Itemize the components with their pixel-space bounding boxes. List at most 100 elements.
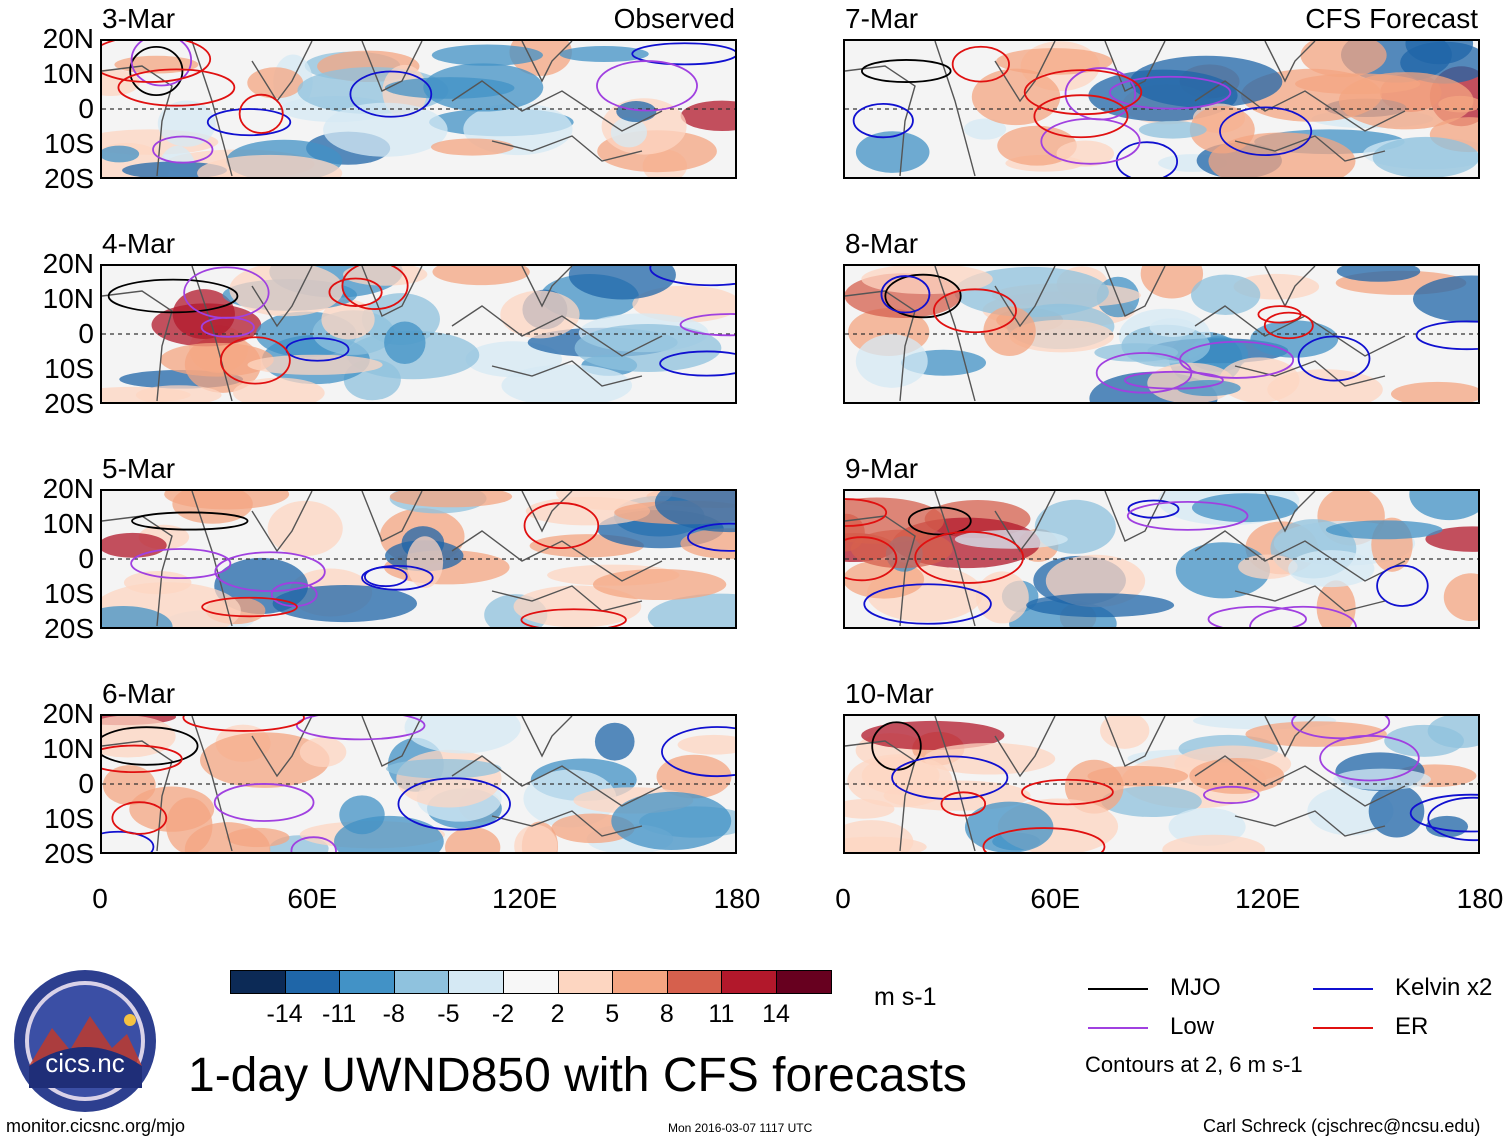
lon-tick-label: 120E <box>491 883 558 914</box>
anomaly-shading <box>1443 573 1478 622</box>
anomaly-shading <box>1250 320 1339 358</box>
panel-date-label: 6-Mar <box>102 678 176 709</box>
cics-logo: cics.nc <box>12 968 158 1114</box>
contour-kelvin <box>659 350 735 377</box>
coastline <box>491 585 643 612</box>
contour-er <box>117 68 236 107</box>
colorbar-swatch <box>612 970 668 994</box>
map-panel-plot <box>845 491 1478 627</box>
contour-kelvin <box>1427 796 1478 842</box>
coastline <box>451 755 663 807</box>
contour-kelvin <box>1415 320 1478 351</box>
contour-low <box>290 836 337 852</box>
logo-emblem-icon <box>14 970 156 1112</box>
map-panel <box>100 264 737 404</box>
anomaly-shading <box>432 266 530 286</box>
coastline <box>251 266 313 328</box>
anomaly-shading <box>1409 491 1478 521</box>
anomaly-shading <box>102 765 156 806</box>
anomaly-shading <box>847 754 953 808</box>
anomaly-shading <box>299 737 347 767</box>
contour-kelvin <box>1297 335 1371 382</box>
contour-low <box>130 41 193 87</box>
anomaly-shading <box>964 801 1054 852</box>
coastline <box>845 515 916 627</box>
colorbar-swatch <box>666 970 723 994</box>
anomaly-shading <box>445 827 501 852</box>
contour-mjo <box>102 726 199 766</box>
anomaly-shading <box>339 795 385 835</box>
contour-note: Contours at 2, 6 m s-1 <box>1085 1052 1303 1077</box>
coastline <box>994 266 1056 328</box>
coastline <box>1194 305 1406 357</box>
anomaly-shading <box>975 571 1029 624</box>
lat-tick-label: 20S <box>44 838 94 869</box>
anomaly-shading <box>1026 593 1175 618</box>
coastline <box>934 41 976 177</box>
contour-kelvin <box>661 726 735 778</box>
lat-tick-label: 0 <box>78 543 94 574</box>
contour-mjo <box>884 273 962 319</box>
legend-label: MJO <box>1170 974 1221 1001</box>
website-link[interactable]: monitor.cicsnc.org/mjo <box>6 1116 186 1136</box>
colorbar-swatch <box>721 970 777 994</box>
colorbar-level-label: 14 <box>762 1000 790 1028</box>
lon-tick-label: 0 <box>92 883 108 914</box>
contour-low <box>679 313 735 337</box>
anomaly-shading <box>151 303 262 347</box>
anomaly-shading <box>654 491 735 533</box>
map-panel-plot <box>102 41 735 177</box>
contour-er <box>845 498 888 527</box>
contour-low <box>270 581 318 607</box>
lat-tick-label: 20S <box>44 163 94 194</box>
contour-er <box>219 336 291 385</box>
contour-low <box>1207 605 1307 627</box>
contour-er <box>341 266 409 310</box>
anomaly-shading <box>855 131 930 173</box>
legend-line-er <box>1313 1027 1373 1029</box>
contour-er <box>845 536 898 582</box>
timestamp: Mon 2016-03-07 1117 UTC <box>668 1121 813 1135</box>
coastline <box>1234 360 1386 387</box>
anomaly-shading <box>431 44 544 66</box>
contour-kelvin <box>1115 141 1179 177</box>
anomaly-shading <box>861 266 993 295</box>
contour-er <box>111 801 168 835</box>
anomaly-shading <box>1300 41 1387 78</box>
coastline <box>491 135 643 162</box>
anomaly-shading <box>1191 493 1299 523</box>
anomaly-shading <box>267 500 343 557</box>
anomaly-shading <box>247 67 304 99</box>
anomaly-shading <box>1162 834 1266 852</box>
anomaly-shading <box>384 77 515 99</box>
contour-low <box>1126 500 1249 531</box>
colorbar-units: m s-1 <box>874 983 937 1011</box>
panel-date-label: 9-Mar <box>845 453 919 484</box>
contour-kelvin <box>206 108 292 137</box>
author-credit: Carl Schreck (cjschrec@ncsu.edu) <box>1203 1116 1481 1136</box>
lat-tick-label: 0 <box>78 93 94 124</box>
anomaly-shading <box>323 102 448 157</box>
lat-tick-label: 20N <box>42 248 94 279</box>
contour-er <box>1023 69 1143 116</box>
coastline <box>1234 810 1386 837</box>
coastline <box>1264 266 1316 308</box>
anomaly-shading <box>384 321 426 365</box>
map-panel <box>100 39 737 179</box>
coastline <box>1104 41 1166 92</box>
anomaly-shading <box>229 266 344 317</box>
contour-er <box>523 502 600 549</box>
contour-low <box>1064 67 1137 121</box>
contour-er <box>1021 778 1114 806</box>
coastline <box>191 266 233 402</box>
anomaly-shading <box>1175 542 1271 599</box>
contour-er <box>182 716 305 732</box>
coastline <box>1264 41 1316 83</box>
anomaly-shading <box>995 48 1113 75</box>
colorbar-swatch <box>557 970 614 994</box>
contour-low <box>1291 716 1391 740</box>
anomaly-shading <box>406 536 444 589</box>
lat-tick-label: 10N <box>42 733 94 764</box>
lon-tick-label: 60E <box>287 883 338 914</box>
colorbar-swatch <box>776 970 832 994</box>
